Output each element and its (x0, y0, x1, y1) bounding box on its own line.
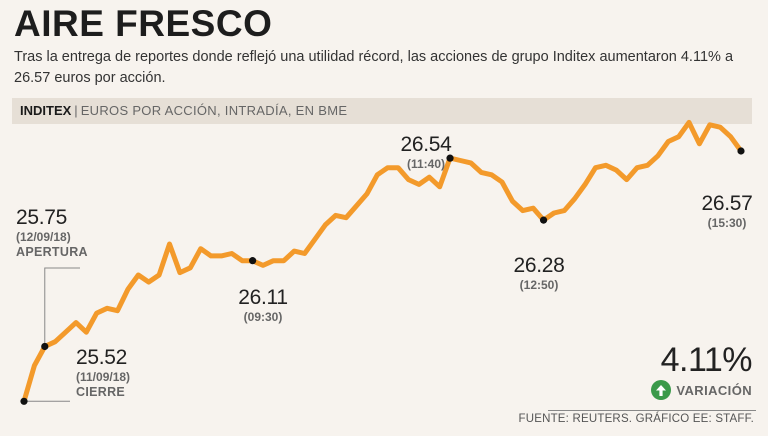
annotation-leaders (24, 267, 80, 402)
annotation-open-value: 25.75 (16, 206, 68, 229)
annotation-0930-value: 26.11 (238, 286, 288, 309)
data-point-marker-2 (249, 257, 257, 265)
annotation-close-tag: CIERRE (76, 385, 126, 399)
data-point-marker-4 (539, 216, 548, 224)
brand-label: INDITEX (20, 103, 72, 118)
annotation-close-date: (11/09/18) (76, 370, 131, 384)
annotation-1530-value: 26.57 (701, 192, 753, 215)
annotation-1250: 26.28 (12:50) (506, 254, 572, 292)
series-line-inditex (21, 119, 744, 404)
annotation-0930-time: (09:30) (243, 310, 283, 324)
chart-subtitle: Tras la entrega de reportes donde reflej… (14, 49, 734, 86)
chart-title: AIRE FRESCO (14, 3, 273, 44)
annotation-1250-time: (12:50) (519, 278, 559, 292)
variation-summary: 4.11% VARIACIÓN (651, 342, 752, 400)
annotation-0930: 26.11 (09:30) (230, 286, 296, 324)
annotation-1530: 26.57 (15:30) (694, 192, 760, 230)
leader-apertura (44, 267, 80, 347)
band-separator: | (74, 103, 78, 118)
source-credit: FUENTE: REUTERS. GRÁFICO EE: STAFF. (518, 413, 754, 425)
annotation-open: 25.75 (12/09/18) APERTURA (16, 206, 88, 260)
data-point-marker-1 (41, 342, 49, 351)
annotation-1140-time: (11:40) (406, 157, 446, 171)
header-band: INDITEX | EUROS POR ACCIÓN, INTRADÍA, EN B… (12, 98, 752, 124)
annotation-open-date: (12/09/18) (16, 230, 71, 244)
arrow-up-icon (651, 380, 672, 400)
header-band-label: INDITEX | EUROS POR ACCIÓN, INTRADÍA, EN B… (20, 103, 347, 119)
annotation-1140-value: 26.54 (400, 133, 452, 156)
annotation-1140: 26.54 (11:40) (390, 133, 462, 171)
annotation-close: 25.52 (11/09/18) CIERRE (76, 346, 130, 400)
data-point-marker-5 (737, 147, 745, 155)
data-point-marker-3 (446, 154, 454, 162)
units-label: EUROS POR ACCIÓN, INTRADÍA, EN BME (80, 103, 348, 118)
data-point-marker-0 (20, 397, 28, 405)
point-markers (20, 147, 745, 405)
annotation-1250-value: 26.28 (513, 254, 565, 277)
annotation-close-value: 25.52 (76, 346, 128, 369)
source-divider (548, 410, 756, 411)
annotation-1530-time: (15:30) (707, 216, 747, 230)
annotation-open-tag: APERTURA (16, 245, 88, 259)
variation-label: VARIACIÓN (676, 382, 752, 398)
variation-percent: 4.11% (660, 341, 753, 379)
